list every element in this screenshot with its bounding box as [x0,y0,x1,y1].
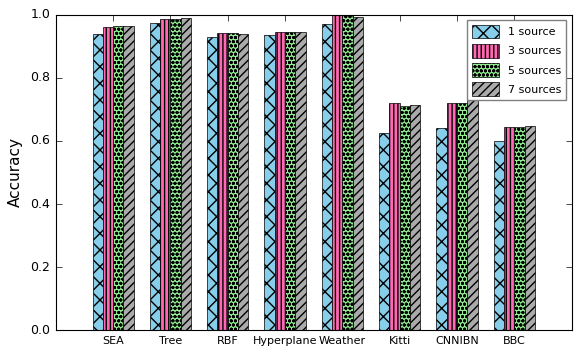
Bar [113,26,124,330]
Bar [238,34,248,330]
Bar [457,103,467,330]
Bar [264,35,275,330]
Bar [342,15,353,330]
Y-axis label: Accuracy: Accuracy [8,137,23,207]
Bar [322,24,332,330]
Bar [295,32,306,330]
Bar [447,103,457,330]
Bar [228,33,238,330]
Bar [218,33,228,330]
Bar [124,26,134,330]
Bar [181,18,191,330]
Bar [525,126,535,330]
Bar [171,19,181,330]
Bar [353,17,363,330]
Bar [160,19,171,330]
Bar [207,37,218,330]
Bar [436,129,447,330]
Bar [93,34,103,330]
Bar [494,141,504,330]
Bar [103,28,113,330]
Bar [285,32,295,330]
Bar [410,105,420,330]
Bar [150,23,160,330]
Bar [389,103,400,330]
Bar [400,106,410,330]
Legend: 1 source, 3 sources, 5 sources, 7 sources: 1 source, 3 sources, 5 sources, 7 source… [467,21,566,100]
Bar [514,127,525,330]
Bar [467,100,478,330]
Bar [379,133,389,330]
Bar [504,127,514,330]
Bar [332,16,342,330]
Bar [275,32,285,330]
